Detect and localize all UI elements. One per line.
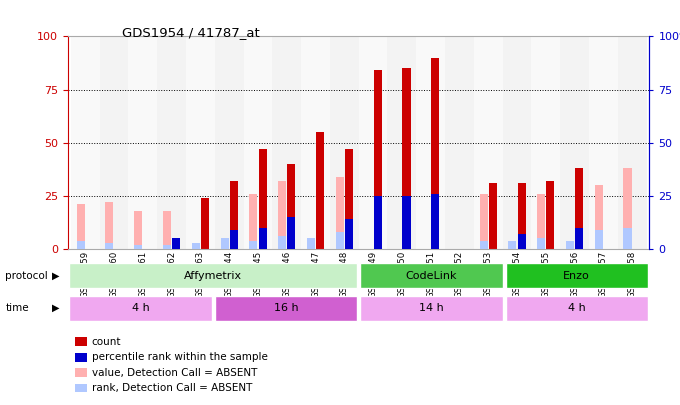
Bar	[531, 36, 560, 249]
Bar	[360, 296, 503, 321]
Bar	[589, 36, 617, 249]
Bar	[230, 181, 238, 249]
Bar	[505, 296, 648, 321]
Bar	[163, 245, 171, 249]
Bar	[345, 149, 353, 249]
Bar	[474, 36, 503, 249]
Bar	[215, 296, 357, 321]
Bar	[278, 237, 286, 249]
Bar	[358, 36, 388, 249]
Bar	[575, 168, 583, 249]
Text: 14 h: 14 h	[419, 303, 444, 313]
Bar	[403, 68, 411, 249]
Bar	[479, 241, 488, 249]
Text: 4 h: 4 h	[568, 303, 585, 313]
Bar	[186, 36, 215, 249]
Bar	[250, 241, 258, 249]
Bar	[374, 70, 381, 249]
Bar	[503, 36, 531, 249]
Bar	[215, 36, 243, 249]
Bar	[374, 196, 381, 249]
Bar	[258, 149, 267, 249]
Text: Affymetrix: Affymetrix	[184, 271, 242, 281]
Bar	[431, 194, 439, 249]
Bar	[537, 239, 545, 249]
Bar	[431, 58, 439, 249]
Bar	[566, 241, 574, 249]
Bar	[624, 228, 632, 249]
Bar	[230, 230, 238, 249]
Bar	[129, 36, 157, 249]
Bar	[71, 36, 100, 249]
Bar	[509, 241, 516, 249]
Bar	[330, 36, 358, 249]
Text: rank, Detection Call = ABSENT: rank, Detection Call = ABSENT	[92, 383, 252, 393]
Bar	[595, 185, 602, 249]
Text: ▶: ▶	[52, 303, 59, 313]
Bar	[505, 263, 648, 288]
Bar	[316, 132, 324, 249]
Bar	[336, 232, 343, 249]
Text: ▶: ▶	[52, 271, 59, 281]
Bar	[250, 194, 258, 249]
Text: 4 h: 4 h	[132, 303, 150, 313]
Bar	[163, 211, 171, 249]
Bar	[595, 230, 602, 249]
Bar	[69, 263, 357, 288]
Bar	[258, 228, 267, 249]
Bar	[288, 217, 295, 249]
Text: percentile rank within the sample: percentile rank within the sample	[92, 352, 268, 362]
Bar	[273, 36, 301, 249]
Bar	[546, 181, 554, 249]
Bar	[388, 36, 416, 249]
Bar	[220, 239, 228, 249]
Bar	[479, 194, 488, 249]
Bar	[575, 228, 583, 249]
Text: value, Detection Call = ABSENT: value, Detection Call = ABSENT	[92, 368, 257, 377]
Bar	[489, 183, 497, 249]
Bar	[243, 36, 273, 249]
Text: Enzo: Enzo	[563, 271, 590, 281]
Bar	[624, 168, 632, 249]
Bar	[288, 164, 295, 249]
Text: count: count	[92, 337, 121, 347]
Bar	[345, 219, 353, 249]
Bar	[192, 243, 200, 249]
Bar	[416, 36, 445, 249]
Bar	[617, 36, 647, 249]
Bar	[172, 239, 180, 249]
Bar	[134, 245, 142, 249]
Bar	[360, 263, 503, 288]
Text: CodeLink: CodeLink	[406, 271, 457, 281]
Text: 16 h: 16 h	[274, 303, 299, 313]
Text: time: time	[5, 303, 29, 313]
Bar	[307, 239, 315, 249]
Bar	[201, 198, 209, 249]
Bar	[278, 181, 286, 249]
Text: protocol: protocol	[5, 271, 48, 281]
Bar	[105, 202, 114, 249]
Bar	[403, 196, 411, 249]
Bar	[517, 234, 526, 249]
Bar	[134, 211, 142, 249]
Bar	[100, 36, 129, 249]
Text: GDS1954 / 41787_at: GDS1954 / 41787_at	[122, 26, 260, 39]
Bar	[537, 194, 545, 249]
Bar	[77, 241, 85, 249]
Bar	[77, 205, 85, 249]
Bar	[336, 177, 343, 249]
Bar	[445, 36, 474, 249]
Bar	[301, 36, 330, 249]
Bar	[69, 296, 212, 321]
Bar	[105, 243, 114, 249]
Bar	[517, 183, 526, 249]
Bar	[560, 36, 589, 249]
Bar	[157, 36, 186, 249]
